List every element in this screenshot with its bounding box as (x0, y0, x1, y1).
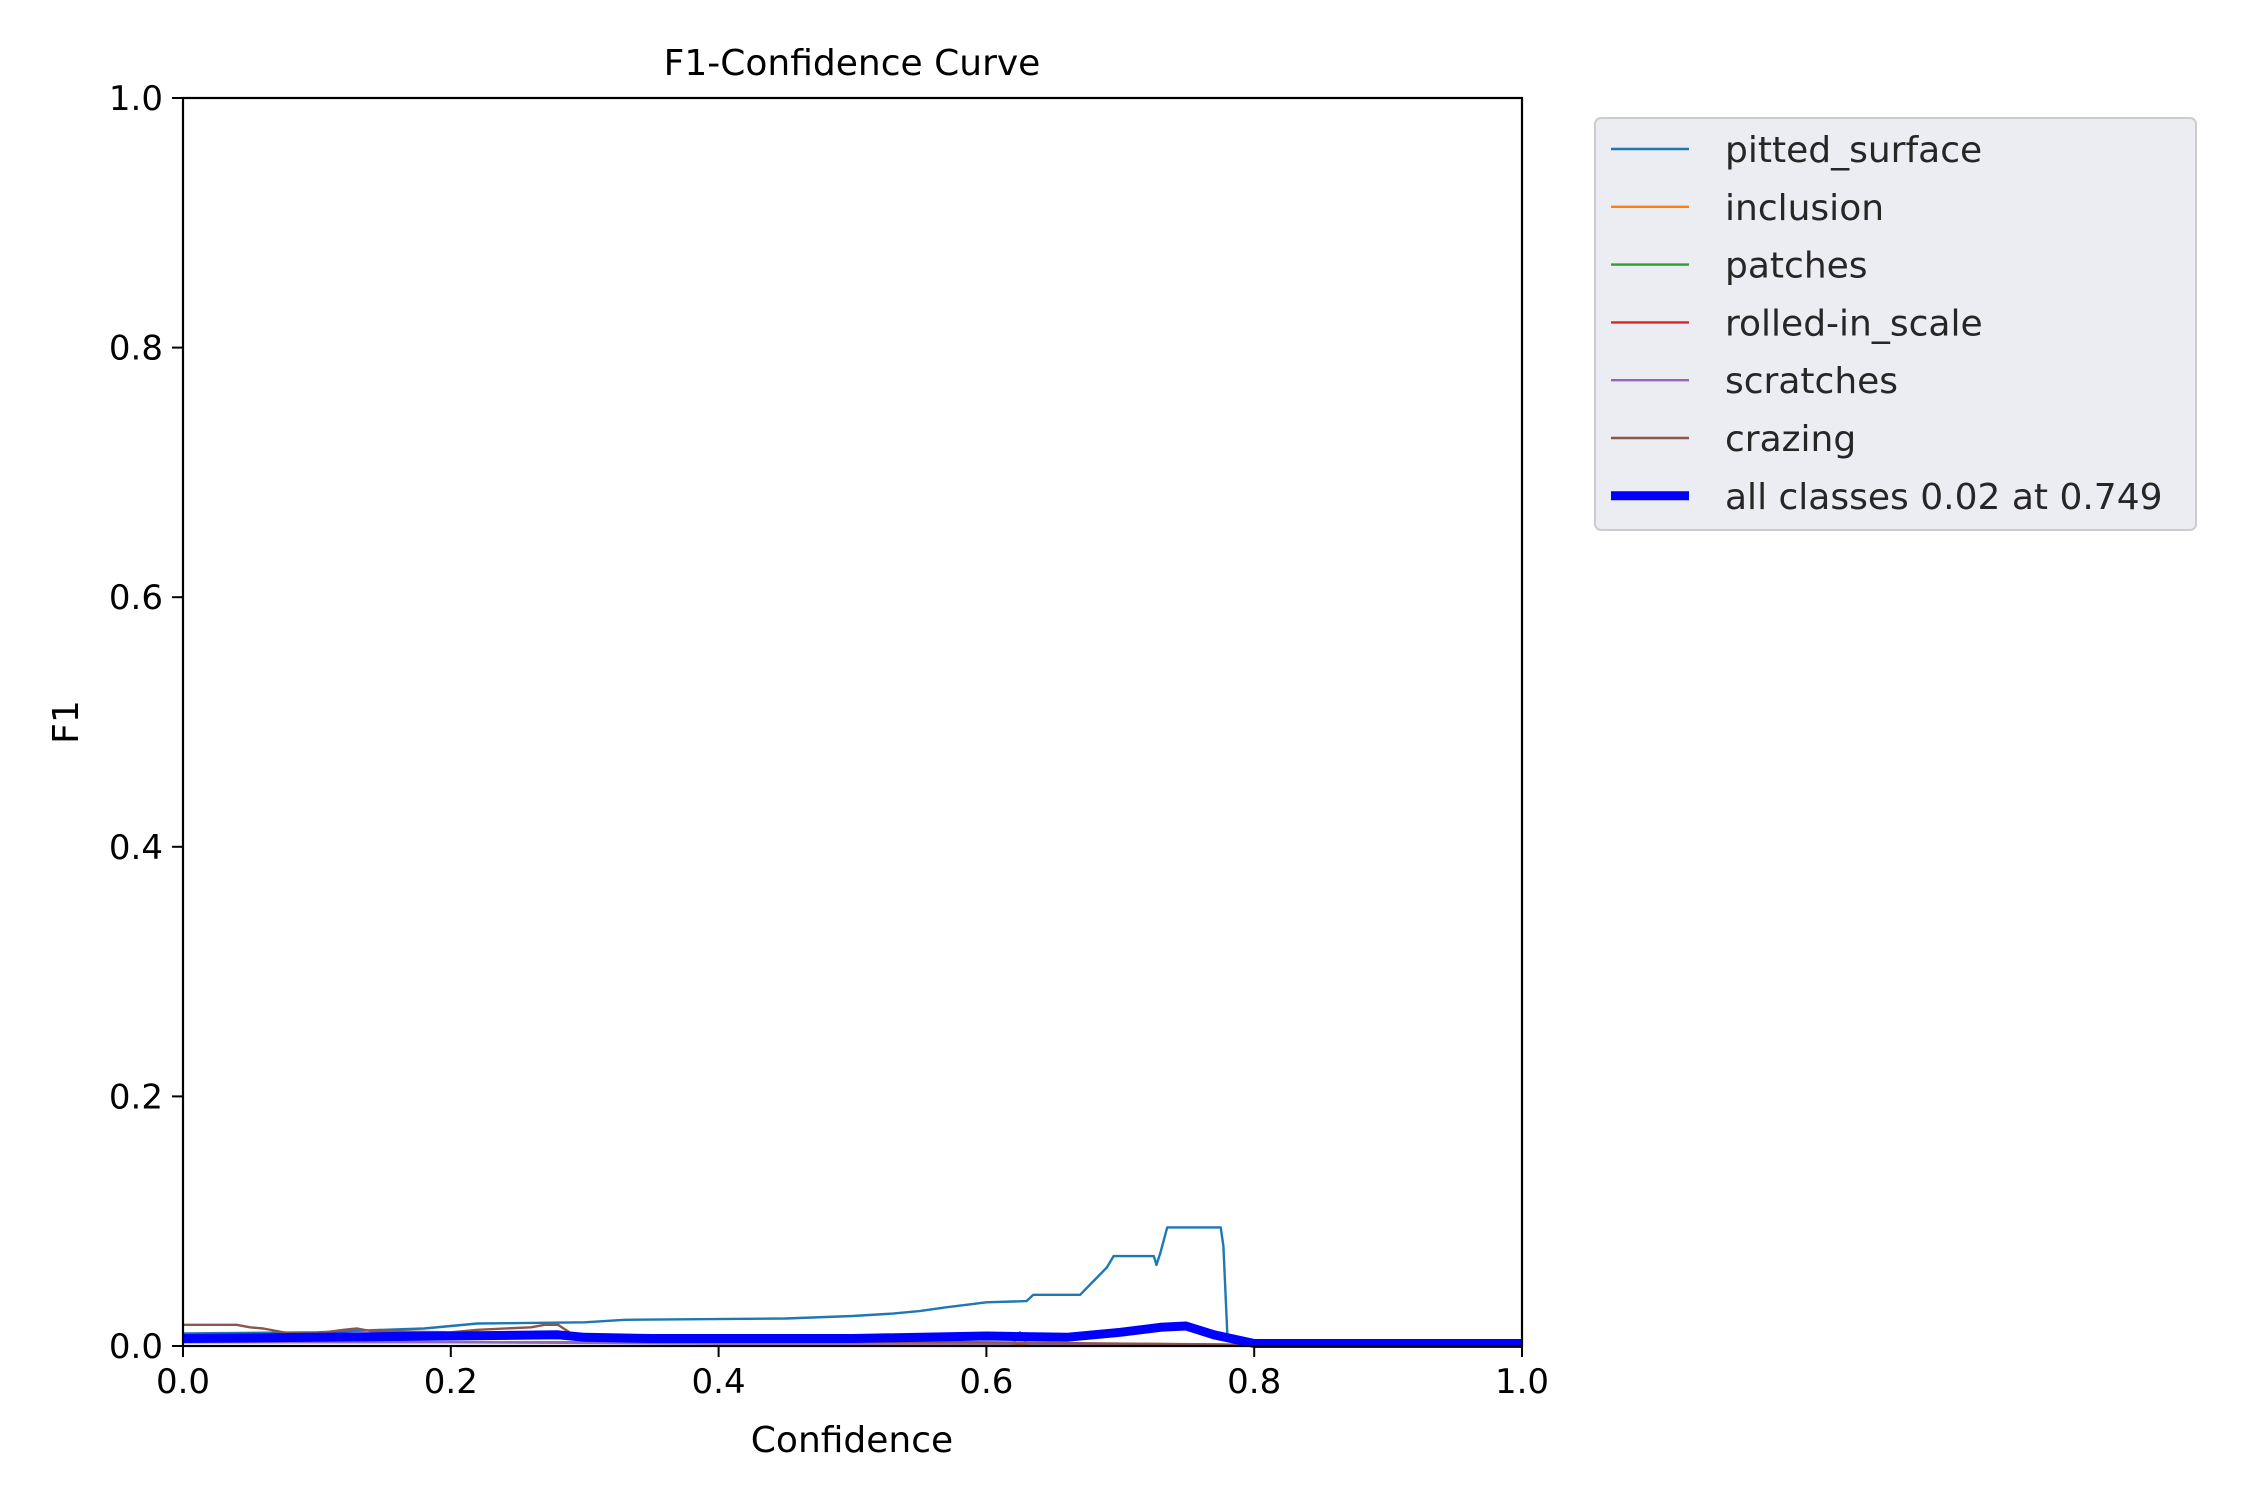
legend: pitted_surface inclusion patches rolled-in_… (1594, 117, 2197, 531)
legend-items: pitted_surface inclusion patches rolled-in_… (1611, 130, 2163, 518)
y-tick-label: 0.0 (109, 1327, 163, 1367)
series-line-pitted-surface (182, 1226, 1522, 1345)
x-tick-label: 0.8 (1227, 1362, 1281, 1402)
x-tick-label: 0.4 (692, 1362, 746, 1402)
x-tick-label: 0.0 (156, 1362, 210, 1402)
x-tick-label: 1.0 (1495, 1362, 1549, 1402)
x-tick-label: 0.2 (424, 1362, 478, 1402)
y-tick-label: 0.6 (109, 578, 163, 618)
series-line-all-classes-0-02-at-0-749 (182, 1321, 1522, 1348)
y-tick-label: 0.8 (109, 329, 163, 369)
legend-label-patches: patches (1725, 246, 1868, 287)
legend-box (1594, 117, 2197, 531)
y-axis: 0.0 0.2 0.4 0.6 0.8 1.0 (109, 79, 183, 1367)
x-axis: 0.0 0.2 0.4 0.6 0.8 1.0 (156, 1346, 1549, 1402)
plot-frame (181, 96, 1524, 1348)
y-tick-label: 0.4 (109, 828, 163, 868)
legend-label-inclusion: inclusion (1725, 188, 1884, 229)
legend-label-rolled-in-scale: rolled-in_scale (1725, 303, 1983, 344)
plot-area (181, 96, 1524, 1348)
x-axis-label: Confidence (751, 1420, 953, 1461)
chart-title: F1-Confidence Curve (664, 43, 1041, 84)
y-axis-label: F1 (46, 700, 87, 744)
y-tick-label: 0.2 (109, 1077, 163, 1117)
series-layer (182, 1226, 1522, 1348)
y-tick-label: 1.0 (109, 79, 163, 119)
plot-background (183, 98, 1522, 1346)
legend-label-all-classes-0-02-at-0-749: all classes 0.02 at 0.749 (1725, 477, 2163, 518)
legend-label-scratches: scratches (1725, 361, 1898, 402)
x-tick-label: 0.6 (959, 1362, 1013, 1402)
legend-label-pitted-surface: pitted_surface (1725, 130, 1982, 171)
legend-label-crazing: crazing (1725, 419, 1856, 460)
